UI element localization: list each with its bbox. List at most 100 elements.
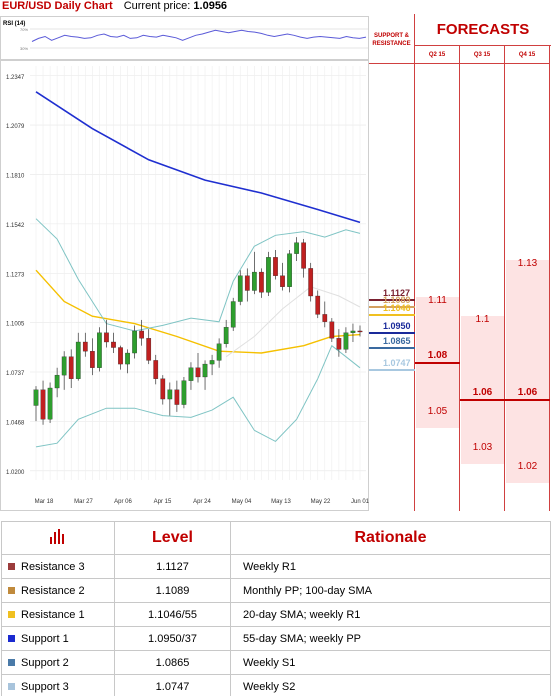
y-tick-label: 1.2347 — [6, 75, 25, 81]
x-tick-label: May 13 — [271, 499, 291, 505]
level-value: 1.0747 — [114, 674, 231, 696]
forecast-low-value: 1.03 — [472, 442, 493, 454]
rsi-upper-label: 70% — [20, 27, 28, 32]
y-tick-label: 1.0468 — [6, 420, 25, 426]
level-rationale: Weekly R1 — [230, 554, 551, 579]
forecast-mid-value: 1.08 — [427, 350, 448, 362]
forecast-mid-line — [460, 399, 505, 402]
level-value: 1.1046/55 — [114, 602, 231, 627]
forecast-mid-line — [415, 362, 460, 365]
sr-level-line — [369, 347, 415, 350]
candle-body — [301, 242, 307, 269]
candle-body — [216, 343, 222, 361]
level-rationale: Monthly PP; 100-day SMA — [230, 578, 551, 603]
level-rationale: Weekly S1 — [230, 650, 551, 675]
forecast-low-value: 1.05 — [427, 405, 448, 417]
candle-body — [153, 360, 159, 379]
candle-body — [244, 275, 250, 291]
level-name: Resistance 3 — [1, 554, 115, 579]
candle-body — [118, 347, 123, 365]
current-price-label: Current price: — [123, 0, 191, 12]
level-rationale: 55-day SMA; weekly PP — [230, 626, 551, 651]
candle-body — [350, 330, 356, 333]
level-row: Resistance 3 1.1127 Weekly R1 — [1, 554, 551, 579]
sr-level-label: 1.1127 — [383, 288, 411, 299]
forecast-col-q3-header: Q3 15 — [460, 46, 505, 64]
sr-level-label: 1.0950 — [383, 320, 411, 331]
sr-level-line — [369, 369, 415, 372]
x-tick-label: Jun 01 — [351, 499, 369, 505]
level-value: 1.1127 — [114, 554, 231, 579]
level-row: Support 2 1.0865 Weekly S1 — [1, 650, 551, 675]
level-color-swatch — [8, 587, 15, 595]
x-tick-label: Mar 27 — [74, 499, 93, 505]
candle-body — [343, 332, 349, 350]
candle-body — [181, 380, 187, 405]
candle-body — [104, 332, 109, 343]
indicator-line-3 — [35, 344, 361, 448]
chart-title: EUR/USD Daily Chart — [2, 0, 113, 12]
rationale-column-header: Rationale — [230, 521, 551, 555]
candle-body — [160, 378, 166, 400]
bar-chart-icon — [50, 528, 64, 544]
candle-body — [75, 341, 81, 379]
level-color-swatch — [8, 683, 15, 691]
indicator-line-0 — [35, 91, 361, 224]
candle-body — [139, 330, 145, 339]
level-name: Support 2 — [1, 650, 115, 675]
candle-body — [174, 389, 180, 405]
candle-body — [259, 271, 264, 293]
forecast-column-q2: 1.11 1.08 1.05 — [415, 64, 460, 511]
sr-level-line — [369, 314, 415, 317]
forecast-range — [461, 315, 504, 465]
forecast-high-value: 1.13 — [517, 258, 538, 270]
candle-body — [357, 330, 363, 333]
forecast-column-q4: 1.13 1.06 1.02 — [505, 64, 550, 511]
level-value: 1.0950/37 — [114, 626, 231, 651]
forecasts-panel: SUPPORT & RESISTANCE FORECASTS Q2 15 Q3 … — [369, 14, 551, 511]
level-rationale: Weekly S2 — [230, 674, 551, 696]
level-name: Support 1 — [1, 626, 115, 651]
candle-body — [209, 360, 215, 365]
sr-level-label: 1.0747 — [383, 358, 411, 369]
y-tick-label: 1.1810 — [6, 174, 25, 180]
indicator-line-4 — [225, 286, 361, 358]
level-color-swatch — [8, 611, 15, 619]
candle-body — [273, 257, 278, 276]
forecast-col-q2-header: Q2 15 — [415, 46, 460, 64]
candle-body — [230, 301, 236, 328]
candle-body — [202, 363, 208, 378]
candle-body — [223, 327, 229, 344]
forecast-high-value: 1.11 — [428, 295, 447, 307]
candle-body — [54, 374, 60, 389]
y-tick-label: 1.1542 — [6, 223, 25, 229]
candle-body — [82, 341, 88, 352]
candle-body — [308, 268, 314, 297]
candle-body — [97, 332, 102, 368]
level-column-header: Level — [114, 521, 231, 555]
candle-body — [195, 367, 201, 378]
candle-body — [329, 321, 335, 339]
candle-body — [336, 338, 342, 350]
candle-body — [251, 271, 257, 291]
rsi-label: RSI (14) — [3, 21, 25, 27]
x-tick-label: Apr 24 — [193, 499, 211, 505]
candle-body — [287, 253, 292, 287]
levels-icon-cell — [1, 521, 115, 555]
candle-body — [294, 242, 299, 254]
level-name: Resistance 1 — [1, 602, 115, 627]
level-color-swatch — [8, 635, 15, 643]
level-name: Support 3 — [1, 674, 115, 696]
forecast-range — [416, 297, 459, 428]
candle-body — [132, 330, 137, 354]
candle-body — [89, 351, 95, 368]
y-tick-label: 1.1273 — [6, 272, 25, 278]
level-color-swatch — [8, 563, 15, 571]
candle-body — [266, 257, 271, 293]
y-tick-label: 1.1005 — [6, 322, 25, 328]
sr-level-label: 1.1089 — [383, 295, 411, 306]
level-name: Resistance 2 — [1, 578, 115, 603]
forecast-column-q3: 1.1 1.06 1.03 — [460, 64, 505, 511]
level-value: 1.1089 — [114, 578, 231, 603]
